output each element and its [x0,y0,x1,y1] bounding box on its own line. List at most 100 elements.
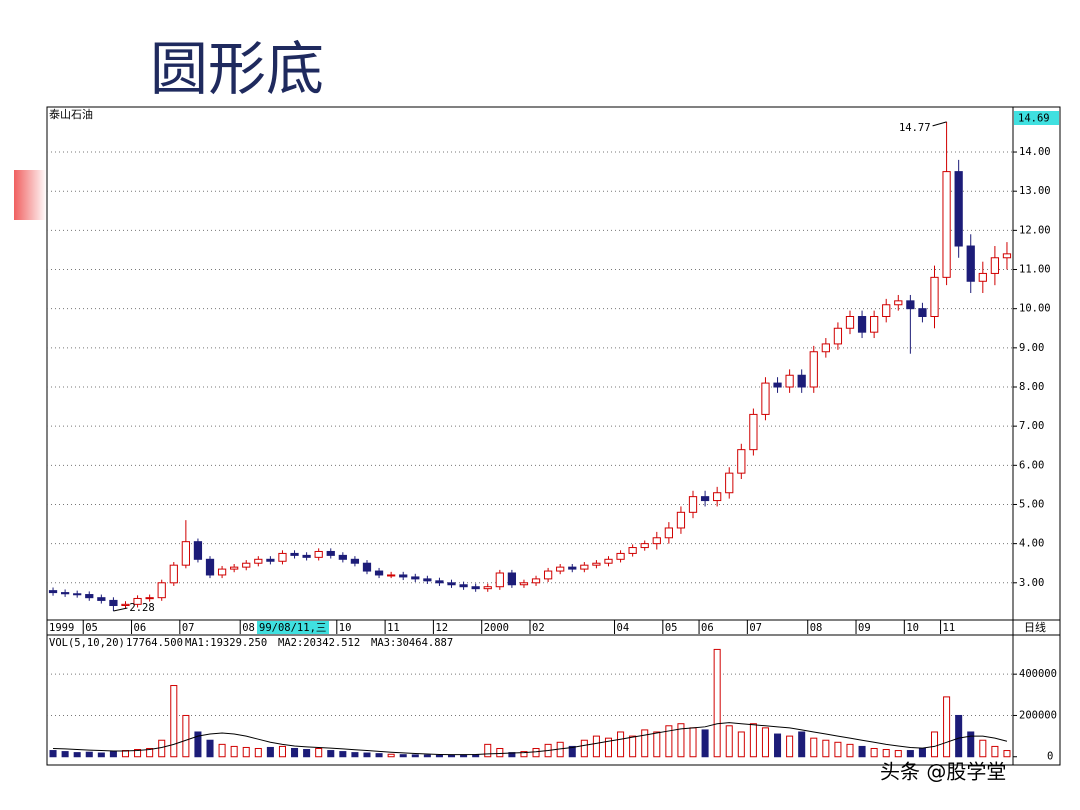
candle-body [882,304,891,318]
candle-body [85,594,94,599]
candle-body [531,578,541,584]
candle-body [109,599,118,607]
candle-body [845,316,855,329]
candle-body [628,547,637,554]
volume-bar [617,731,625,758]
candle-body [785,374,794,388]
indicator-label: MA2:20342.512 [278,637,360,649]
volume-bar [846,743,854,758]
candle-body [242,562,251,568]
x-tick-label: 02 [532,622,545,634]
candle-body [954,171,963,247]
candle-body [423,578,432,582]
x-tick-label: 04 [617,622,630,634]
y-tick-label: 5.00 [1019,498,1044,510]
candle-body [918,308,927,318]
volume-bar [387,753,395,758]
candle-body [411,576,420,580]
candle-body [290,552,299,556]
y-tick-label: 14.00 [1019,146,1051,158]
volume-bar [568,745,576,758]
candle-body [978,272,987,282]
candle-body [121,603,130,607]
volume-bar [230,745,238,758]
volume-bar [363,752,371,758]
candle-body [387,574,396,577]
volume-bar [1003,750,1011,758]
candle-body [700,496,710,502]
y-tick-label: 10.00 [1019,303,1051,315]
volume-bar [170,685,178,758]
x-tick-label: 1999 [49,622,74,634]
candle-body [217,568,227,576]
low-annotation: 2.28 [129,602,154,614]
y-tick-label: 8.00 [1019,381,1044,393]
candle-body [737,449,746,474]
candle-body [495,572,504,588]
volume-bar [254,747,262,758]
candle-body [48,590,58,594]
volume-bar [375,753,383,758]
candle-body [314,550,323,558]
volume-bar [73,752,81,758]
x-tick-label: 2000 [484,622,509,634]
volume-bar [749,723,757,758]
volume-bar [327,750,335,758]
volume-bar [484,743,492,758]
candle-body [990,257,1000,274]
candle-body [761,382,770,415]
candle-body [447,582,456,586]
volume-bar [991,745,999,758]
volume-bar [303,749,311,758]
volume-bar [930,731,939,758]
chart-frame [46,106,1061,766]
volume-bar [339,751,347,758]
candle-body [362,562,372,572]
volume-bar [423,754,431,758]
price-box [1014,111,1059,125]
candle-body [73,593,82,596]
volume-bar [701,729,709,758]
y-tick-label: 4.00 [1019,538,1044,550]
volume-bar [979,739,987,758]
high-annotation: 14.77 [899,122,931,134]
candle-body [507,572,517,586]
volume-bar [109,751,117,758]
x-tick-label: 08 [242,622,255,634]
slide-title: 圆形底 [150,35,324,103]
candle-body [230,566,239,570]
candle-body [471,586,480,590]
volume-bar [737,731,745,758]
candle-body [640,543,649,549]
candle-body [688,496,698,513]
cursor-date: 99/08/11,三 [259,622,326,634]
volume-bar [435,754,443,758]
x-tick-label: 11 [387,622,400,634]
candle-body [97,597,106,601]
candle-body [266,558,275,562]
volume-bar [146,747,154,758]
x-tick-label: 10 [906,622,919,634]
volume-bar [943,696,951,758]
volume-bar [278,745,286,758]
y-tick-label: 200000 [1019,709,1057,721]
x-tick-label: 11 [943,622,956,634]
candle-body [652,537,661,545]
cursor-box [257,621,329,634]
candle-body [205,558,215,576]
y-tick-label: 7.00 [1019,420,1044,432]
volume-bar [774,733,782,758]
volume-bar [520,751,528,758]
volume-bar [532,747,540,758]
volume-bar [641,729,649,758]
candle-body [773,382,782,388]
candle-body [435,580,444,584]
candle-body [725,472,734,494]
volume-bar [870,747,878,758]
volume-bar [291,747,299,758]
volume-bar [97,752,105,758]
volume-bar [810,737,818,758]
y-tick-label: 9.00 [1019,342,1044,354]
candle-body [580,564,589,570]
